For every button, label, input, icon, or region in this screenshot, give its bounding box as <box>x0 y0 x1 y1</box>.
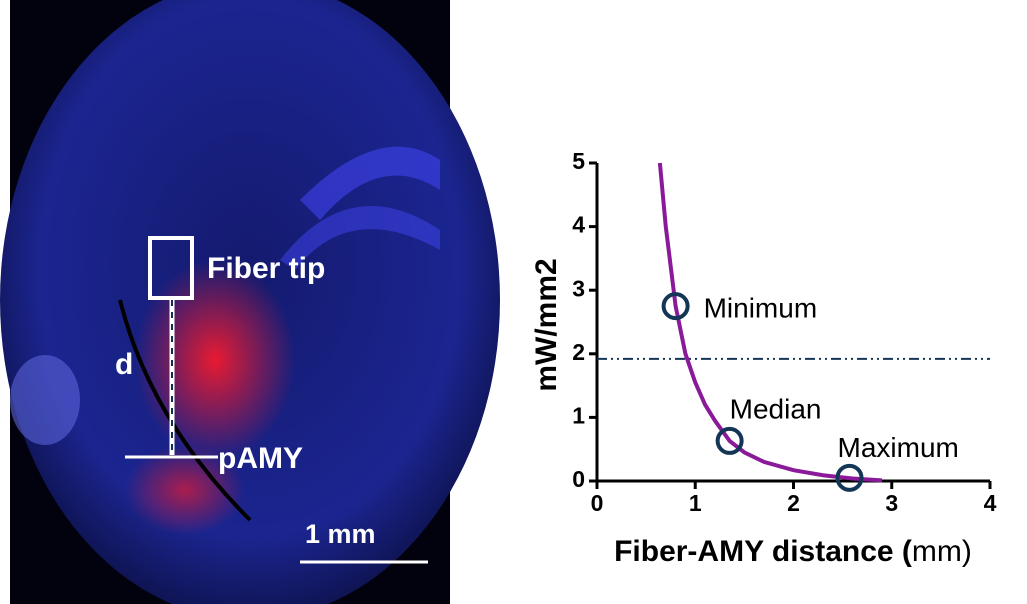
label: d <box>115 348 133 381</box>
x-tick-label: 4 <box>984 490 997 516</box>
y-tick-label: 3 <box>572 275 585 301</box>
x-tick-label: 0 <box>591 490 604 516</box>
x-tick-label: 2 <box>787 490 800 516</box>
y-tick-label: 4 <box>572 212 585 238</box>
y-tick-label: 2 <box>572 339 585 365</box>
y-axis-label: mW/mm2 <box>530 258 563 391</box>
y-tick-label: 0 <box>572 466 585 492</box>
x-axis-label-unit: mm) <box>912 535 972 568</box>
x-tick-label: 3 <box>885 490 898 516</box>
y-tick-label: 5 <box>572 148 585 174</box>
label: 1 mm <box>305 519 376 549</box>
point-label: Median <box>730 393 822 424</box>
label: pAMY <box>218 442 303 475</box>
figure: Fiber tip d pAMY 1 mm mW/mm2 Fiber-AMY d… <box>0 0 1027 604</box>
point-label: Maximum <box>838 432 959 463</box>
y-tick-label: 1 <box>572 402 585 428</box>
point-label: Minimum <box>704 292 818 323</box>
x-axis-label-main: Fiber-AMY distance ( <box>614 535 912 568</box>
x-axis-label: Fiber-AMY distance (mm) <box>614 535 972 568</box>
micrograph: Fiber tip d pAMY 1 mm <box>0 0 500 604</box>
label: Fiber tip <box>207 252 325 285</box>
x-tick-label: 1 <box>689 490 702 516</box>
